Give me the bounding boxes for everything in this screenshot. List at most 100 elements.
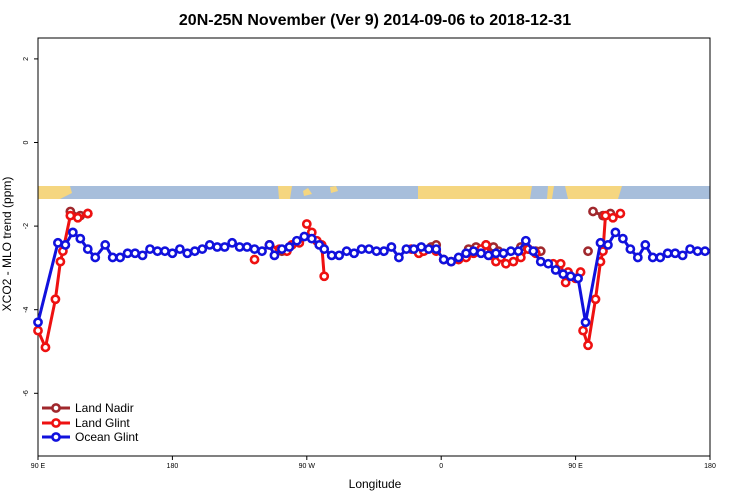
data-point-ocean-glint <box>625 244 636 254</box>
data-point-ocean-glint <box>550 265 561 275</box>
data-point-land-glint <box>600 210 611 221</box>
data-point-ocean-glint <box>299 231 310 242</box>
data-point-ocean-glint <box>75 233 86 244</box>
data-point-ocean-glint <box>379 246 389 257</box>
data-point-ocean-glint <box>319 244 330 254</box>
data-point-ocean-glint <box>565 271 576 282</box>
map-land-india <box>547 186 554 199</box>
y-tick-label: -6 <box>23 390 30 396</box>
data-point-ocean-glint <box>647 252 658 263</box>
series-land-glint <box>33 208 626 353</box>
data-point-ocean-glint <box>107 252 118 263</box>
data-point-land-glint <box>615 208 626 219</box>
data-point-land-glint <box>65 210 76 221</box>
data-point-ocean-glint <box>401 244 412 254</box>
data-point-land-glint <box>82 208 93 219</box>
data-point-land-glint <box>249 254 260 265</box>
data-point-ocean-glint <box>670 248 681 259</box>
data-point-land-glint <box>578 325 588 336</box>
data-point-ocean-glint <box>284 242 295 252</box>
legend-marker-land-glint <box>51 418 61 428</box>
data-point-ocean-glint <box>364 244 374 254</box>
y-axis: 2 0 -2 -4 -6 <box>23 57 38 396</box>
series-ocean-glint <box>33 227 710 328</box>
data-point-ocean-glint <box>242 242 252 252</box>
data-point-ocean-glint <box>349 248 359 259</box>
data-point-ocean-glint <box>115 252 126 263</box>
data-point-ocean-glint <box>60 240 71 250</box>
data-point-ocean-glint <box>662 248 673 259</box>
data-point-ocean-glint <box>520 235 531 246</box>
data-point-land-glint <box>508 256 519 267</box>
data-point-ocean-glint <box>174 244 185 254</box>
map-land-caribbean <box>303 188 312 196</box>
data-point-ocean-glint <box>371 246 382 257</box>
y-tick-label: -2 <box>23 223 30 229</box>
data-point-ocean-glint <box>640 240 651 250</box>
data-point-land-glint <box>55 256 66 267</box>
data-point-ocean-glint <box>677 250 688 261</box>
data-point-ocean-glint <box>341 246 352 257</box>
legend-label-ocean-glint: Ocean Glint <box>75 430 139 444</box>
data-point-ocean-glint <box>393 252 404 263</box>
data-point-ocean-glint <box>212 242 223 252</box>
data-point-ocean-glint <box>269 250 280 261</box>
data-point-ocean-glint <box>617 233 628 244</box>
x-axis-label: Longitude <box>349 477 402 491</box>
data-point-ocean-glint <box>160 246 170 257</box>
data-point-ocean-glint <box>356 244 367 254</box>
data-point-land-glint <box>608 212 618 223</box>
data-point-land-glint <box>583 340 593 351</box>
data-point-ocean-glint <box>505 246 516 257</box>
x-axis: 90 E 180 90 W 0 90 E 180 <box>31 456 716 470</box>
data-point-ocean-glint <box>306 233 317 244</box>
y-tick-label: 0 <box>23 140 30 144</box>
legend-label-land-glint: Land Glint <box>75 416 130 430</box>
data-point-ocean-glint <box>595 237 606 248</box>
data-point-land-glint <box>301 219 312 229</box>
map-land-china <box>565 186 622 199</box>
data-point-ocean-glint <box>167 248 178 259</box>
data-point-ocean-glint <box>100 240 111 250</box>
data-point-ocean-glint <box>197 244 208 254</box>
data-point-ocean-glint <box>53 237 63 248</box>
data-point-ocean-glint <box>491 248 501 259</box>
data-point-land-glint <box>481 240 491 250</box>
data-point-ocean-glint <box>692 246 703 257</box>
data-point-land-glint <box>555 258 566 269</box>
map-strip <box>38 186 710 199</box>
data-point-land-glint <box>590 294 601 305</box>
data-point-land-glint <box>72 212 83 223</box>
x-tick-label: 0 <box>439 463 443 470</box>
data-point-ocean-glint <box>513 246 524 257</box>
data-point-ocean-glint <box>476 248 486 259</box>
data-point-ocean-glint <box>277 244 287 254</box>
map-land-islands <box>330 186 338 193</box>
data-point-land-glint <box>560 277 571 288</box>
data-point-ocean-glint <box>249 244 260 254</box>
data-point-ocean-glint <box>535 256 546 267</box>
data-point-ocean-glint <box>264 240 275 250</box>
data-point-ocean-glint <box>610 227 621 238</box>
data-point-ocean-glint <box>700 246 710 257</box>
data-point-ocean-glint <box>408 244 419 254</box>
data-point-ocean-glint <box>137 250 148 261</box>
data-point-ocean-glint <box>543 258 554 269</box>
data-point-ocean-glint <box>334 250 345 261</box>
legend-marker-land-nadir <box>51 403 61 413</box>
data-point-ocean-glint <box>416 242 427 252</box>
map-strip-ocean <box>38 186 710 199</box>
data-point-land-glint <box>50 294 61 305</box>
data-point-ocean-glint <box>386 242 397 252</box>
data-point-ocean-glint <box>227 237 238 248</box>
data-point-ocean-glint <box>423 244 434 254</box>
data-point-ocean-glint <box>189 246 200 257</box>
data-point-ocean-glint <box>145 244 155 254</box>
data-point-ocean-glint <box>257 246 267 257</box>
legend: Land Nadir Land Glint Ocean Glint <box>42 401 139 444</box>
data-point-ocean-glint <box>468 246 479 257</box>
data-point-ocean-glint <box>603 240 613 250</box>
x-tick-label: 90 E <box>31 463 46 470</box>
data-point-ocean-glint <box>498 248 509 259</box>
map-land-africa-arabia <box>418 186 532 199</box>
